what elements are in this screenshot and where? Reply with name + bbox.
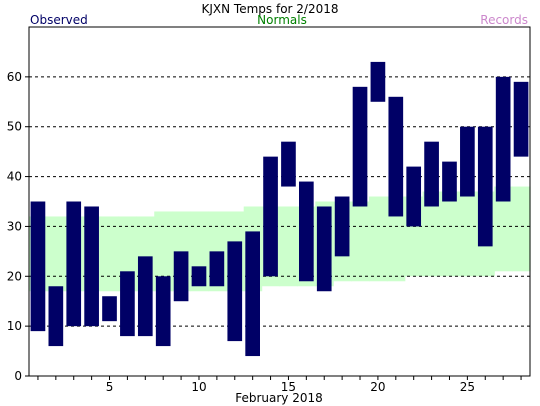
observed-bar-day-25 (460, 126, 475, 197)
legend-normals: Normals (257, 13, 307, 27)
observed-bar-day-13 (245, 231, 260, 357)
normals-band-day-2 (46, 216, 66, 292)
observed-bar-day-5 (102, 296, 117, 322)
y-tick-label-20: 20 (7, 269, 22, 283)
observed-bar-day-20 (370, 61, 386, 102)
normals-band-day-25 (458, 191, 477, 277)
normals-band-day-23 (422, 191, 442, 277)
observed-bar-day-3 (66, 201, 82, 327)
x-tick-label-25: 25 (460, 380, 475, 394)
x-tick-label-15: 15 (281, 380, 296, 394)
x-tick-label-20: 20 (370, 380, 385, 394)
observed-bar-day-27 (495, 76, 511, 202)
observed-bar-day-14 (263, 156, 278, 277)
normals-band-day-24 (440, 191, 460, 277)
observed-bar-day-23 (424, 141, 439, 207)
observed-bar-day-22 (406, 166, 422, 227)
y-tick-label-60: 60 (7, 70, 22, 84)
observed-bar-day-17 (316, 206, 332, 292)
x-axis-label: February 2018 (235, 391, 323, 405)
observed-bar-day-2 (48, 286, 64, 347)
y-tick-label-10: 10 (7, 319, 22, 333)
observed-bar-day-19 (352, 86, 368, 207)
y-tick-label-30: 30 (7, 219, 22, 233)
x-tick-label-5: 5 (106, 380, 114, 394)
legend-observed: Observed (30, 13, 88, 27)
chart-title: KJXN Temps for 2/2018 (202, 2, 339, 16)
normals-band-day-27 (494, 186, 513, 272)
normals-band-day-5 (100, 216, 120, 292)
observed-bar-day-10 (191, 266, 207, 287)
observed-bar-day-6 (120, 271, 135, 337)
observed-bar-day-24 (442, 161, 457, 202)
normals-band-day-21 (386, 196, 406, 282)
observed-bar-day-1 (30, 201, 46, 332)
observed-bar-day-4 (84, 206, 99, 327)
observed-bar-day-21 (388, 96, 404, 217)
plot-frame (28, 26, 531, 377)
y-tick-label-0: 0 (14, 369, 22, 383)
observed-bar-day-8 (155, 276, 171, 347)
observed-bar-day-16 (299, 181, 314, 282)
observed-bar-day-26 (477, 126, 493, 247)
normals-band-day-20 (368, 196, 388, 282)
observed-bar-day-18 (334, 196, 350, 257)
observed-bar-day-9 (173, 251, 189, 302)
observed-bar-day-11 (209, 251, 225, 287)
normals-band-day-28 (512, 186, 531, 272)
plot-area: 0 10 20 30 40 50 60 5 10 15 20 25 (7, 26, 531, 394)
observed-bar-day-15 (281, 141, 296, 187)
normals-band-day-15 (279, 206, 298, 287)
normals-band-day-19 (351, 201, 370, 282)
legend-records: Records (480, 13, 528, 27)
observed-bar-day-12 (227, 241, 243, 342)
observed-bar-day-28 (513, 81, 529, 157)
y-tick-label-40: 40 (7, 170, 22, 184)
y-tick-label-50: 50 (7, 120, 22, 134)
x-tick-label-10: 10 (191, 380, 206, 394)
normals-band-day-8 (154, 211, 173, 292)
observed-bar-day-7 (137, 256, 153, 337)
